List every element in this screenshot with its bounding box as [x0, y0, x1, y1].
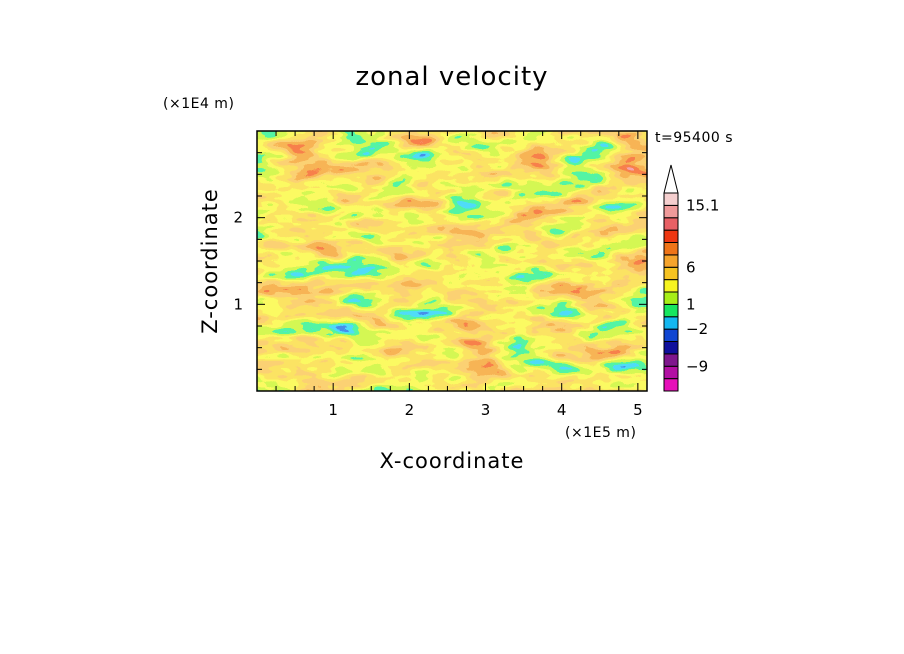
y-tick-label: 2 [233, 209, 243, 227]
x-multiplier-label: (×1E5 m) [565, 425, 636, 441]
colorbar-swatch [663, 365, 679, 380]
y-tick-labels: 12 [233, 209, 243, 314]
x-tick-label: 4 [557, 401, 567, 419]
colorbar-label: −2 [686, 320, 708, 338]
chart-title: zonal velocity [355, 62, 548, 92]
colorbar-swatch [663, 316, 679, 330]
x-tick-label: 1 [328, 401, 338, 419]
colorbar-label: 6 [686, 258, 696, 276]
colorbar-swatch [663, 204, 679, 219]
x-tick-label: 2 [405, 401, 415, 419]
x-axis-label: X-coordinate [380, 449, 525, 473]
colorbar-swatch [663, 242, 679, 256]
colorbar-labels: 15.1 6 1 −2 −9 [686, 196, 719, 375]
colorbar-swatch [663, 266, 679, 281]
colorbar-swatch [663, 279, 679, 293]
axis-ticks [257, 131, 647, 391]
x-tick-label: 3 [481, 401, 491, 419]
colorbar-swatch [663, 328, 679, 342]
colorbar-label: 1 [686, 295, 696, 313]
colorbar-swatch [663, 229, 679, 243]
colorbar-extend-arrow [663, 164, 679, 194]
colorbar-swatch [663, 378, 679, 392]
y-axis-label: Z-coordinate [198, 188, 222, 334]
colorbar-label: −9 [686, 357, 708, 375]
x-tick-labels: 1 2 3 4 5 [328, 401, 642, 419]
colorbar-swatch [663, 217, 679, 231]
contour-field [257, 131, 647, 391]
colorbar-label: 15.1 [686, 196, 719, 214]
colorbar-swatch [663, 303, 679, 318]
colorbar [663, 164, 679, 392]
colorbar-swatch [663, 254, 679, 268]
y-tick-label: 1 [233, 295, 243, 313]
time-label: t=95400 s [655, 130, 733, 146]
colorbar-swatch [663, 353, 679, 367]
colorbar-swatch [663, 341, 679, 355]
y-multiplier-label: (×1E4 m) [163, 96, 234, 112]
x-tick-label: 5 [633, 401, 643, 419]
colorbar-swatch [663, 291, 679, 305]
colorbar-swatch [663, 192, 679, 206]
